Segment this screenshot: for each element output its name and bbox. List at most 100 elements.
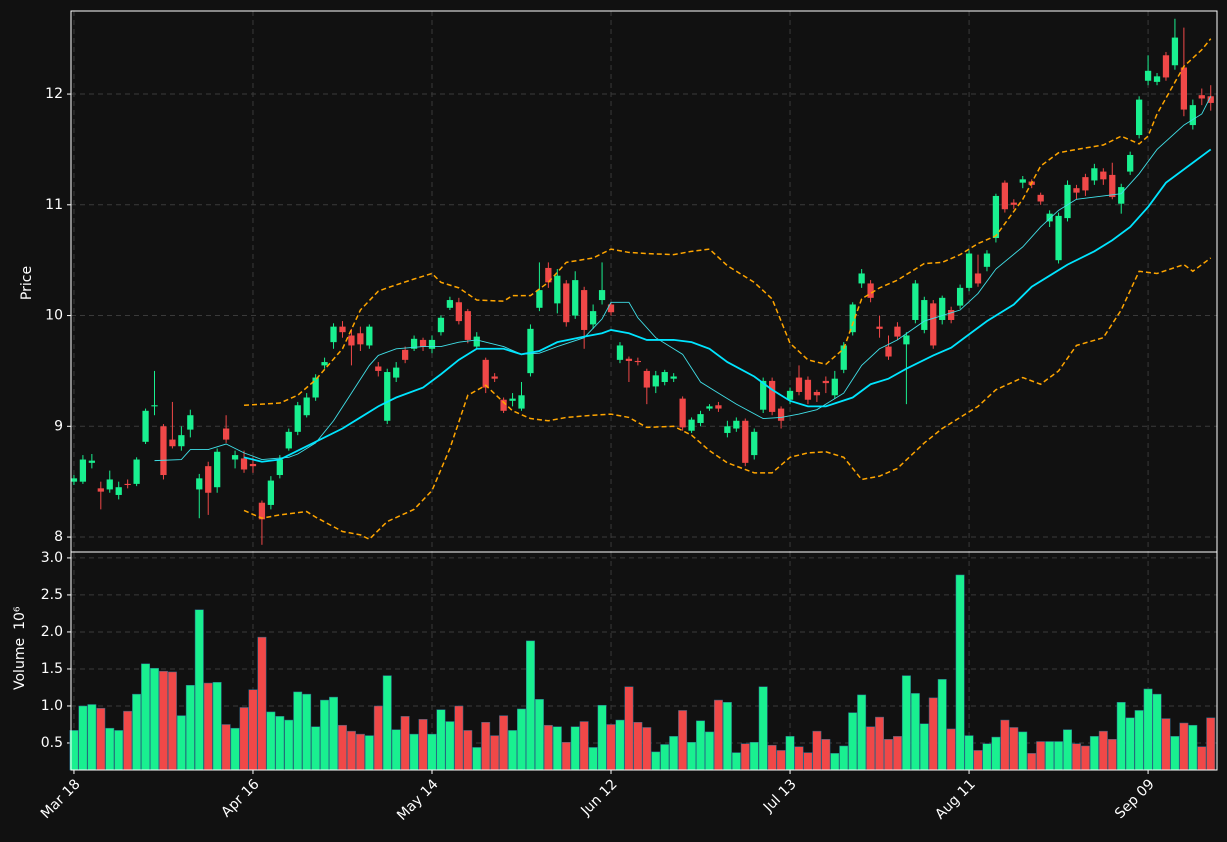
candle-body	[1055, 215, 1062, 261]
volume-bar	[400, 716, 410, 771]
volume-bar	[973, 750, 983, 771]
volume-bar	[1027, 753, 1037, 771]
candle-body	[375, 366, 382, 371]
volume-bar	[543, 724, 553, 771]
volume-bar	[1036, 741, 1046, 771]
candle-body	[294, 405, 301, 432]
candle-body	[1073, 188, 1080, 193]
volume-bar	[346, 730, 356, 771]
candle-body	[1144, 70, 1152, 81]
candle-body	[115, 487, 122, 495]
candle-body	[831, 378, 838, 396]
candle-body	[867, 283, 874, 298]
volume-bar	[1170, 736, 1180, 771]
volume-bar	[105, 727, 115, 771]
candle-body	[527, 328, 534, 374]
candle-body	[885, 346, 892, 357]
price-axis-label: Price	[19, 266, 35, 300]
volume-bar	[731, 752, 741, 771]
candle-body	[214, 451, 221, 488]
candle-body	[1064, 184, 1071, 219]
candle-body	[616, 345, 624, 360]
candle-body	[795, 377, 803, 392]
volume-bar	[275, 716, 285, 771]
volume-axis-label: Volume 10⁶	[12, 606, 28, 690]
candle-body	[348, 335, 355, 346]
volume-bar	[203, 682, 213, 771]
candle-body	[992, 195, 1000, 239]
candle-body	[786, 390, 794, 400]
candle-body	[357, 333, 364, 345]
volume-bar	[176, 715, 186, 771]
candle-body	[777, 408, 785, 421]
candle-body	[589, 311, 597, 325]
volume-bar	[713, 699, 723, 771]
candle-body	[1127, 154, 1134, 172]
candle-body	[222, 428, 230, 440]
candle-body	[106, 479, 113, 490]
volume-bar	[1063, 729, 1072, 771]
candle-body	[849, 304, 856, 333]
volume-bar	[597, 704, 607, 771]
volume-bar	[785, 736, 795, 771]
candle-body	[670, 376, 677, 379]
candle-body	[231, 455, 239, 460]
candle-body	[249, 463, 257, 467]
volume-bar	[812, 730, 822, 771]
candle-body	[455, 302, 462, 322]
volume-bar	[427, 733, 437, 771]
candle-body	[688, 419, 695, 431]
candle-body	[858, 273, 865, 284]
candle-body	[706, 406, 713, 409]
candle-body	[285, 431, 292, 449]
volume-bar	[1161, 718, 1171, 771]
y2-tick-label: 2.5	[41, 587, 63, 603]
volume-bar	[534, 699, 544, 771]
volume-bar	[481, 722, 491, 771]
volume-bar	[1018, 731, 1028, 771]
volume-bar	[239, 707, 249, 771]
volume-bar	[669, 736, 679, 771]
y-tick-label: 10	[45, 308, 63, 324]
candle-body	[500, 399, 507, 411]
y-tick-label: 9	[54, 418, 63, 434]
volume-bar	[302, 693, 312, 771]
candle-body	[1171, 37, 1179, 66]
volume-bar	[937, 679, 947, 771]
candle-body	[822, 380, 829, 384]
candle-body	[1082, 177, 1089, 191]
candle-body	[930, 303, 937, 346]
y2-tick-label: 0.5	[41, 735, 63, 751]
y2-tick-label: 3.0	[41, 550, 63, 566]
volume-bar	[436, 709, 446, 771]
volume-bar	[257, 636, 267, 771]
volume-bar	[1054, 741, 1064, 771]
volume-bar	[642, 727, 652, 771]
candle-body	[124, 483, 131, 485]
volume-bar	[490, 735, 500, 771]
candle-body	[97, 488, 104, 492]
volume-bar	[382, 675, 392, 771]
volume-bar	[364, 735, 374, 771]
volume-bar	[132, 693, 142, 771]
y2-tick-label: 1.5	[41, 661, 63, 677]
candle-body	[1198, 95, 1205, 99]
candle-body	[312, 377, 319, 398]
volume-bar	[194, 609, 204, 771]
candle-body	[518, 395, 525, 409]
indicator-line	[243, 148, 1212, 463]
candle-body	[661, 372, 668, 383]
candle-body	[572, 280, 579, 316]
candle-body	[581, 290, 588, 330]
volume-bar	[1072, 743, 1081, 771]
volume-bar	[615, 719, 625, 771]
volume-bar	[919, 723, 929, 771]
volume-bar	[884, 739, 893, 771]
volume-bar	[159, 670, 168, 771]
candle-body	[240, 458, 248, 470]
volume-bar	[1116, 702, 1126, 771]
volume-bar	[875, 716, 885, 771]
candle-body	[473, 336, 480, 347]
y2-tick-label: 2.0	[41, 624, 63, 640]
candle-body	[330, 326, 337, 343]
